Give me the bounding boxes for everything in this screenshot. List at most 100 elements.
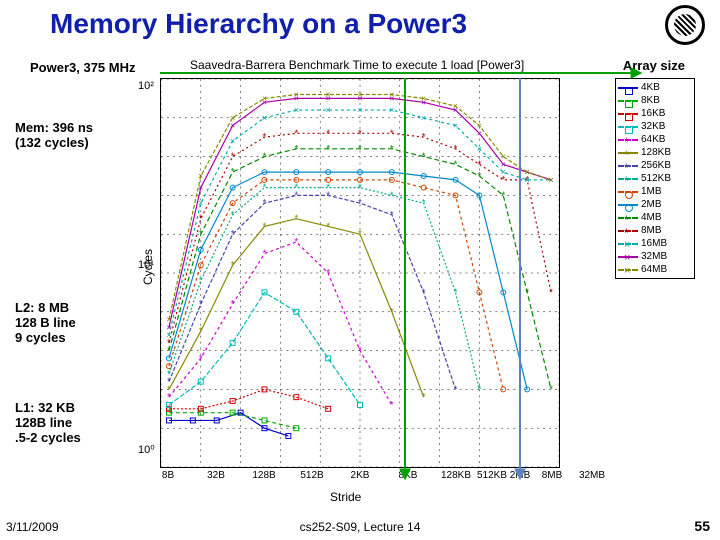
- svg-text:*: *: [501, 190, 505, 201]
- svg-text:*: *: [167, 369, 171, 380]
- svg-text:×: ×: [477, 144, 482, 154]
- footer-page: 55: [694, 518, 710, 534]
- svg-text:*: *: [294, 144, 298, 155]
- legend-label: 32MB: [641, 251, 667, 262]
- footer-date: 3/11/2009: [6, 520, 59, 534]
- x-tick: 2MB: [510, 470, 531, 481]
- y-tick: 10¹: [138, 259, 154, 271]
- svg-text:*: *: [326, 268, 330, 279]
- legend-label: 8KB: [641, 95, 660, 106]
- legend-label: 16MB: [641, 238, 667, 249]
- x-tick: 8KB: [399, 470, 418, 481]
- legend-label: 2MB: [641, 199, 662, 210]
- svg-text:*: *: [454, 159, 458, 170]
- legend-label: 128KB: [641, 147, 671, 158]
- svg-text:*: *: [390, 307, 394, 318]
- svg-text:*: *: [231, 229, 235, 240]
- svg-text:*: *: [263, 152, 267, 163]
- legend-label: 16KB: [641, 108, 665, 119]
- x-tick: 8B: [162, 470, 174, 481]
- svg-text:×: ×: [525, 167, 530, 177]
- legend-item: 8KB: [618, 94, 692, 107]
- svg-text:*: *: [549, 287, 553, 298]
- x-tick: 128B: [252, 470, 275, 481]
- legend-item: 256KB: [618, 159, 692, 172]
- x-axis-label: Stride: [330, 490, 361, 504]
- svg-text:*: *: [454, 144, 458, 155]
- svg-text:×: ×: [198, 198, 203, 208]
- svg-text:*: *: [199, 214, 203, 225]
- legend-label: 4KB: [641, 82, 660, 93]
- svg-text:*: *: [477, 159, 481, 170]
- svg-text:*: *: [549, 384, 553, 395]
- svg-text:*: *: [326, 144, 330, 155]
- l1-annotation: L1: 32 KB 128B line .5-2 cycles: [15, 400, 81, 445]
- svg-text:*: *: [326, 128, 330, 139]
- svg-text:*: *: [358, 229, 362, 240]
- svg-text:×: ×: [453, 121, 458, 131]
- svg-text:*: *: [454, 384, 458, 395]
- legend-label: 64KB: [641, 134, 665, 145]
- svg-text:*: *: [199, 299, 203, 310]
- svg-text:*: *: [422, 287, 426, 298]
- legend-item: 128KB: [618, 146, 692, 159]
- legend-item: 8MB: [618, 224, 692, 237]
- legend-label: 8MB: [641, 225, 662, 236]
- svg-text:×: ×: [230, 113, 235, 123]
- svg-text:*: *: [294, 214, 298, 225]
- svg-text:*: *: [263, 183, 267, 194]
- page-title: Memory Hierarchy on a Power3: [0, 0, 720, 40]
- svg-text:*: *: [358, 346, 362, 357]
- svg-text:*: *: [231, 152, 235, 163]
- chart-svg: * * * * * * * * * * * * * * * * * * * * * * * * * * * * * * * * * * * * * * * *…: [161, 79, 559, 467]
- svg-text:×: ×: [477, 121, 482, 131]
- legend-item: 2MB: [618, 198, 692, 211]
- svg-text:×: ×: [262, 113, 267, 123]
- chart-area: * * * * * * * * * * * * * * * * * * * * * * * * * * * * * * * * * * * * * * * *…: [160, 78, 560, 468]
- svg-text:*: *: [294, 128, 298, 139]
- svg-text:×: ×: [230, 136, 235, 146]
- logo-icon: [665, 5, 705, 45]
- array-size-label: Array size: [623, 58, 685, 73]
- legend-item: 64MB: [618, 263, 692, 276]
- svg-text:*: *: [358, 128, 362, 139]
- svg-text:*: *: [477, 384, 481, 395]
- legend-label: 512KB: [641, 173, 671, 184]
- svg-text:*: *: [422, 392, 426, 403]
- legend-item: 512KB: [618, 172, 692, 185]
- svg-text:*: *: [199, 353, 203, 364]
- legend-label: 64MB: [641, 264, 667, 275]
- svg-text:×: ×: [389, 105, 394, 115]
- legend-label: 4MB: [641, 212, 662, 223]
- svg-text:*: *: [231, 167, 235, 178]
- svg-text:*: *: [358, 183, 362, 194]
- svg-text:×: ×: [501, 152, 506, 162]
- legend-item: 32KB: [618, 120, 692, 133]
- legend-item: 32MB: [618, 250, 692, 263]
- footer-lecture: cs252-S09, Lecture 14: [300, 520, 421, 534]
- x-tick: 8MB: [542, 470, 563, 481]
- svg-text:*: *: [263, 198, 267, 209]
- svg-text:×: ×: [421, 113, 426, 123]
- svg-text:*: *: [422, 152, 426, 163]
- svg-text:×: ×: [548, 175, 553, 185]
- svg-text:*: *: [231, 260, 235, 271]
- svg-text:*: *: [477, 171, 481, 182]
- svg-text:×: ×: [198, 171, 203, 181]
- svg-text:*: *: [294, 183, 298, 194]
- svg-text:*: *: [358, 198, 362, 209]
- x-tick: 128KB: [441, 470, 471, 481]
- legend-item: 4KB: [618, 81, 692, 94]
- svg-text:*: *: [390, 210, 394, 221]
- svg-text:*: *: [199, 229, 203, 240]
- x-tick: 512KB: [477, 470, 507, 481]
- svg-text:*: *: [390, 190, 394, 201]
- svg-text:*: *: [263, 249, 267, 260]
- svg-text:*: *: [263, 221, 267, 232]
- svg-text:*: *: [231, 299, 235, 310]
- svg-text:*: *: [454, 287, 458, 298]
- svg-text:*: *: [390, 144, 394, 155]
- legend-item: 64KB: [618, 133, 692, 146]
- legend-item: 4MB: [618, 211, 692, 224]
- svg-text:*: *: [390, 128, 394, 139]
